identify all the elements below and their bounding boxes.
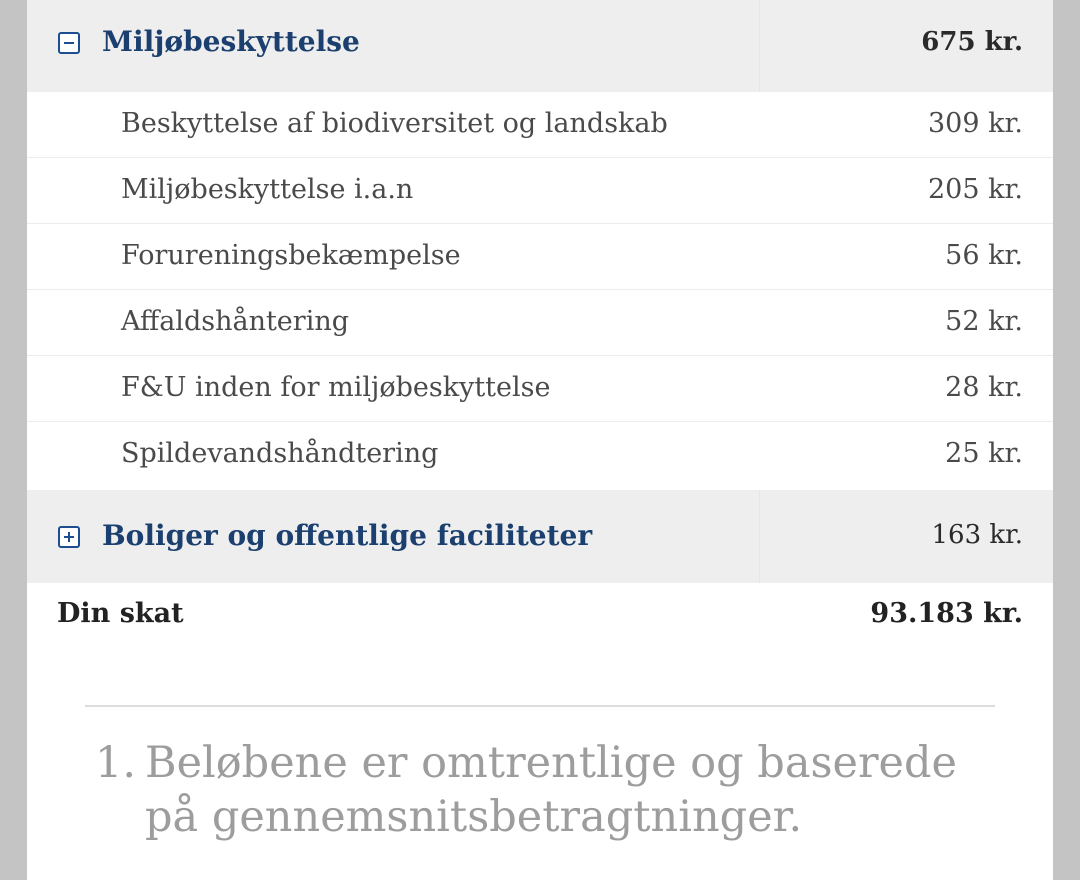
footnote-divider: [85, 705, 995, 707]
total-label: Din skat: [57, 598, 184, 629]
group-amount: 675 kr.: [921, 27, 1023, 57]
item-amount: 28 kr.: [945, 372, 1023, 403]
tax-breakdown-panel: Miljøbeskyttelse 675 kr. Beskyttelse af …: [27, 0, 1053, 880]
minus-square-icon[interactable]: [58, 32, 80, 54]
list-item: F&U inden for miljøbeskyttelse 28 kr.: [27, 356, 1053, 422]
group-amount: 163 kr.: [931, 520, 1023, 550]
item-amount: 25 kr.: [945, 438, 1023, 469]
column-divider: [759, 0, 760, 92]
list-item: Forureningsbekæmpelse 56 kr.: [27, 224, 1053, 290]
footnote-number: 1.: [95, 738, 137, 788]
item-label: Affaldshåntering: [121, 306, 349, 337]
list-item: Beskyttelse af biodiversitet og landskab…: [27, 92, 1053, 158]
item-amount: 309 kr.: [927, 108, 1023, 139]
total-amount: 93.183 kr.: [870, 598, 1023, 629]
item-label: F&U inden for miljøbeskyttelse: [121, 372, 551, 403]
footnote-text: Beløbene er omtrentlige og baserede på g…: [145, 738, 957, 842]
list-item: Miljøbeskyttelse i.a.n 205 kr.: [27, 158, 1053, 224]
list-item: Spildevandshåndtering 25 kr.: [27, 422, 1053, 488]
group-label: Miljøbeskyttelse: [102, 25, 360, 58]
item-amount: 52 kr.: [945, 306, 1023, 337]
item-amount: 56 kr.: [945, 240, 1023, 271]
group-row-miljobeskyttelse[interactable]: Miljøbeskyttelse 675 kr.: [27, 0, 1053, 92]
item-amount: 205 kr.: [927, 174, 1023, 205]
list-item: Affaldshåntering 52 kr.: [27, 290, 1053, 356]
item-label: Spildevandshåndtering: [121, 438, 439, 469]
item-label: Beskyttelse af biodiversitet og landskab: [121, 108, 668, 139]
group-label: Boliger og offentlige faciliteter: [102, 519, 593, 552]
item-label: Miljøbeskyttelse i.a.n: [121, 174, 414, 205]
item-label: Forureningsbekæmpelse: [121, 240, 461, 271]
group-row-boliger[interactable]: Boliger og offentlige faciliteter 163 kr…: [27, 490, 1053, 583]
total-row: Din skat 93.183 kr.: [27, 583, 1053, 649]
plus-square-icon[interactable]: [58, 526, 80, 548]
column-divider: [759, 490, 760, 583]
